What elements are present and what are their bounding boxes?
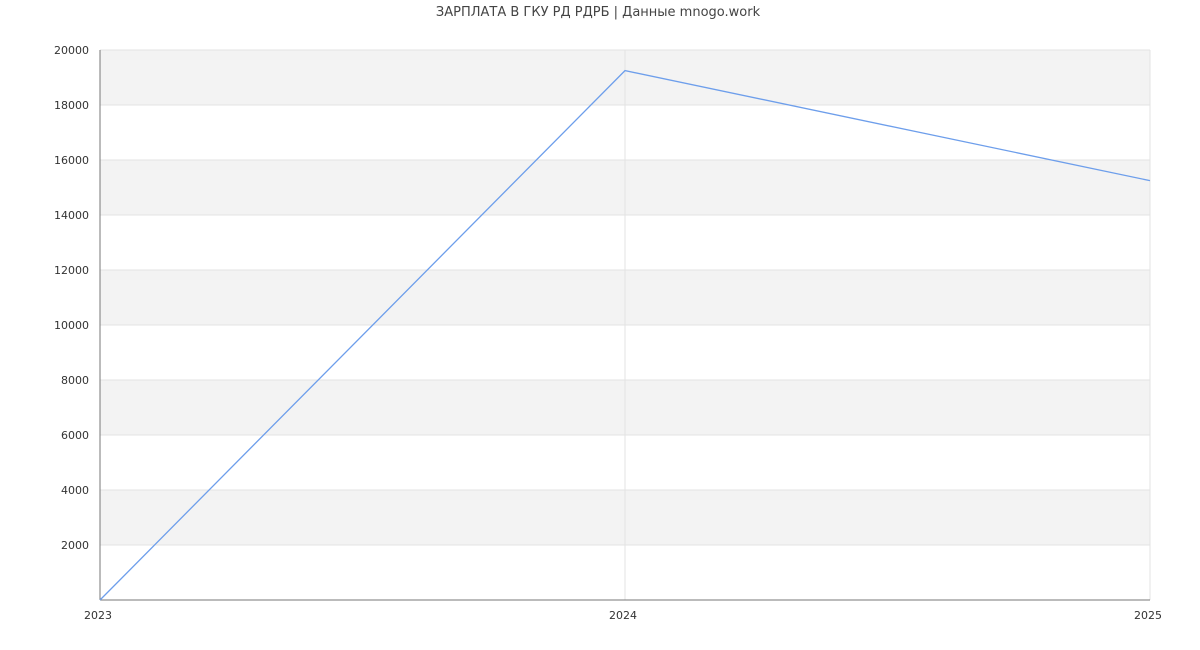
chart-title: ЗАРПЛАТА В ГКУ РД РДРБ | Данные mnogo.wo… xyxy=(436,5,761,20)
y-tick-label: 12000 xyxy=(54,264,89,277)
x-tick-label: 2023 xyxy=(84,609,112,622)
y-tick-label: 10000 xyxy=(54,319,89,332)
series-line xyxy=(99,69,1151,601)
y-tick-label: 14000 xyxy=(54,209,89,222)
y-tick-label: 2000 xyxy=(61,539,89,552)
x-tick-label: 2024 xyxy=(609,609,637,622)
series-layer xyxy=(99,69,1151,601)
y-tick-label: 20000 xyxy=(54,44,89,57)
tick-labels: 2000 4000 6000 8000 10000 12000 14000 16000 1800… xyxy=(54,44,1162,622)
y-tick-label: 18000 xyxy=(54,99,89,112)
x-tick-label: 2025 xyxy=(1134,609,1162,622)
grid-lines xyxy=(99,49,1151,600)
axes xyxy=(99,50,1150,601)
y-tick-label: 8000 xyxy=(61,374,89,387)
y-tick-label: 6000 xyxy=(61,429,89,442)
y-tick-label: 4000 xyxy=(61,484,89,497)
y-tick-label: 16000 xyxy=(54,154,89,167)
